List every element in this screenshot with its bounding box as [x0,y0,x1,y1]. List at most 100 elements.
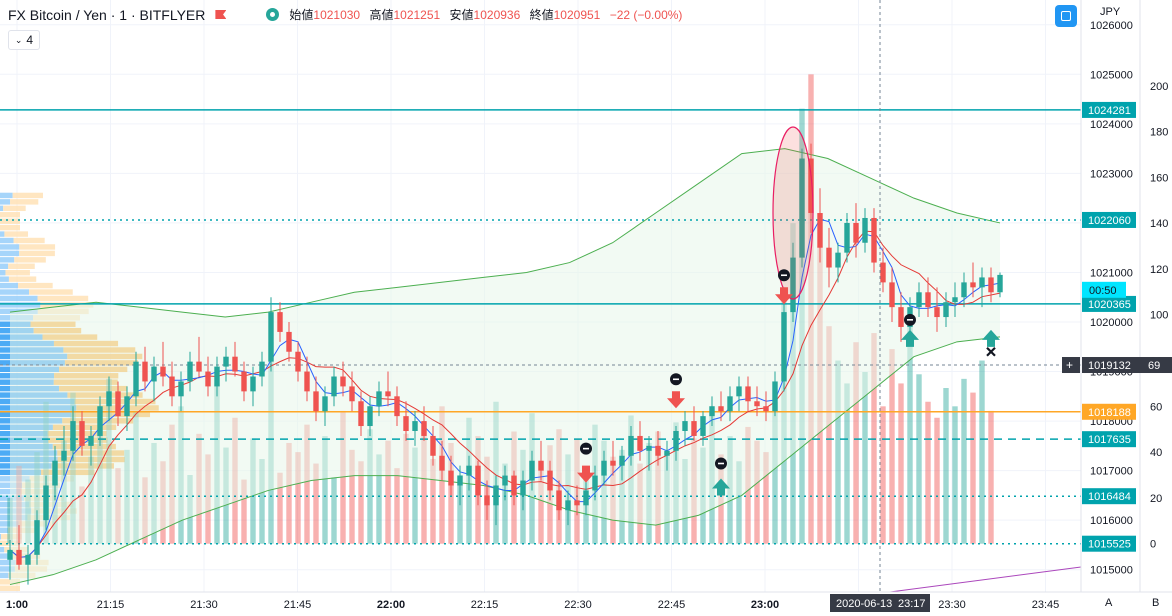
volume-bar [457,475,463,544]
level-price-label: 1017635 [1088,434,1131,446]
candle-body [178,381,184,397]
level-price-label: 1015525 [1088,539,1131,551]
plus-icon: + [1066,358,1073,372]
volume-profile-bar [0,205,4,212]
volume-profile-bar [0,231,5,237]
volume-profile-bar [0,546,5,553]
trend-line [889,566,1082,593]
candle-body [124,396,130,417]
level-price-label: 1022060 [1088,215,1131,227]
time-tick-label: 22:45 [658,599,686,611]
chevron-down-icon: ⌄ [14,34,23,45]
price-tick-label: 1020000 [1090,317,1133,329]
volume-tick-label: 200 [1150,81,1168,93]
candle-body [151,366,157,382]
time-tick-label: 22:00 [377,599,405,611]
volume-tick-label: 60 [1150,401,1162,413]
highlight-ellipse [772,126,814,300]
volume-tick-label: 120 [1150,264,1168,276]
level-price-tag [1082,535,1136,552]
candle-body [799,158,805,258]
volume-profile-bar [0,257,15,263]
candle-body [772,381,778,412]
volume-bar [772,401,778,544]
volume-tick-label: 20 [1150,493,1162,505]
symbol-title[interactable]: FX Bitcoin / Yen · 1 · BITFLYER [8,6,206,23]
volume-profile-bar [0,559,16,566]
volume-profile-bar [29,289,73,295]
indicators-toggle[interactable]: ⌄ 4 [8,30,40,50]
candle-body [160,366,166,377]
auto-scale-button[interactable]: A [1105,597,1113,609]
level-price-tag [1082,295,1136,312]
volume-bar [304,424,310,544]
volume-bar [358,461,364,544]
candle-body [529,460,535,481]
candle-body [367,406,373,427]
volume-bar [259,458,265,544]
time-tick-label: 1:00 [6,599,28,611]
volume-profile-bar [37,295,89,302]
volume-profile-bar [0,302,41,308]
candle-body [295,351,301,372]
volume-bar [538,461,544,544]
volume-profile-bar [0,244,20,250]
volume-bar [835,360,841,544]
candle-body [826,247,832,268]
volume-bar [934,417,940,544]
candle-body [268,312,274,362]
currency-label: JPY [1100,6,1121,18]
eye-icon[interactable] [266,8,280,21]
volume-profile-bar [0,192,13,199]
volume-profile-bar [0,553,12,559]
candle-body [205,371,211,387]
volume-bar [421,422,427,544]
candle-body [997,274,1003,293]
time-tick-label: 22:15 [471,599,499,611]
level-price-label: 1024281 [1088,105,1131,117]
flag-icon[interactable] [215,10,227,19]
candle-body [646,445,652,451]
volume-bar [988,410,994,544]
candle-body [889,282,895,308]
candle-body [655,445,661,456]
candle-body [925,292,931,308]
candle-body [439,455,445,471]
time-tick-label: 23:00 [751,599,779,611]
volume-profile-bar [0,534,1,540]
log-scale-button[interactable]: B [1152,597,1160,609]
candle-body [322,396,328,412]
candle-body [682,421,688,431]
candle-body [970,282,976,288]
volume-bar [349,449,355,544]
volume-bar [925,401,931,544]
candle-body [421,421,427,436]
volume-bar [277,472,283,544]
volume-bar [871,333,877,544]
candle-body [763,406,769,412]
fullscreen-button[interactable] [1055,5,1077,27]
volume-profile-bar [8,263,35,269]
candle-body [457,475,463,486]
price-tick-label: 1026000 [1090,20,1133,32]
volume-profile-bar [0,566,15,572]
candle-body [187,361,193,382]
candle-body [331,376,337,397]
candle-body [808,158,814,214]
candle-body [520,480,526,496]
candle-body [943,302,949,318]
crosshair-clock-label: 23:17 [898,598,926,610]
time-tick-label: 23:30 [938,599,966,611]
candle-body [727,396,733,412]
volume-profile-bar [0,572,9,579]
close-label: 終値 [529,8,554,22]
candle-body [385,391,391,397]
volume-bar [844,383,850,544]
candle-body [745,386,751,402]
volume-profile-bar [0,224,20,231]
candle-body [601,460,607,476]
volume-bar [295,452,301,544]
volume-bar [853,342,859,544]
price-tick-label: 1016000 [1090,515,1133,527]
